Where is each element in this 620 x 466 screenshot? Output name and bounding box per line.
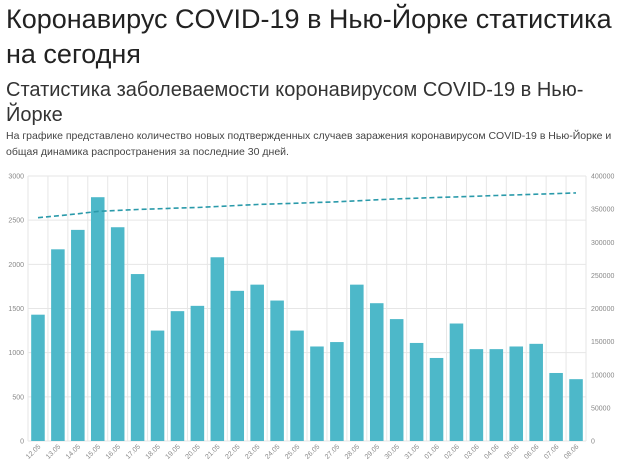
y-left-tick-label: 0 bbox=[20, 439, 24, 446]
x-tick-label: 23.05 bbox=[244, 443, 261, 460]
y-right-tick-label: 400000 bbox=[591, 174, 614, 181]
x-tick-label: 17.05 bbox=[125, 443, 142, 460]
x-tick-label: 18.05 bbox=[145, 443, 162, 460]
bar bbox=[509, 346, 524, 441]
bar bbox=[449, 323, 464, 441]
bar bbox=[369, 303, 384, 441]
bar bbox=[210, 257, 225, 441]
x-tick-label: 02.06 bbox=[444, 443, 461, 460]
bar bbox=[389, 319, 404, 441]
bar bbox=[230, 290, 245, 441]
x-tick-label: 08.06 bbox=[563, 443, 580, 460]
bar bbox=[90, 197, 105, 441]
x-tick-label: 05.06 bbox=[503, 443, 520, 460]
bar bbox=[429, 357, 444, 441]
x-tick-label: 21.05 bbox=[204, 443, 221, 460]
x-tick-label: 27.05 bbox=[324, 443, 341, 460]
y-right-tick-label: 0 bbox=[591, 439, 595, 446]
bar bbox=[71, 229, 85, 441]
bar bbox=[170, 311, 185, 441]
bar bbox=[469, 349, 484, 441]
x-tick-label: 20.05 bbox=[184, 443, 201, 460]
x-tick-label: 19.05 bbox=[165, 443, 182, 460]
y-right-tick-label: 300000 bbox=[591, 240, 614, 247]
x-tick-label: 07.06 bbox=[543, 443, 560, 460]
bar bbox=[489, 349, 504, 441]
x-tick-label: 25.05 bbox=[284, 443, 301, 460]
y-left-tick-label: 2500 bbox=[8, 218, 24, 225]
bar bbox=[150, 330, 165, 441]
page-title: Коронавирус COVID-19 в Нью-Йорке статист… bbox=[6, 4, 612, 69]
x-tick-label: 28.05 bbox=[344, 443, 361, 460]
x-tick-label: 06.06 bbox=[523, 443, 540, 460]
y-left-tick-label: 1000 bbox=[8, 350, 24, 357]
bar bbox=[350, 284, 364, 441]
bar bbox=[409, 342, 424, 441]
x-tick-label: 22.05 bbox=[224, 443, 241, 460]
y-right-tick-label: 50000 bbox=[591, 405, 611, 412]
x-tick-label: 13.05 bbox=[45, 443, 62, 460]
x-tick-label: 31.05 bbox=[404, 443, 421, 460]
y-left-tick-label: 2000 bbox=[8, 262, 24, 269]
bar bbox=[330, 342, 344, 441]
x-tick-label: 12.05 bbox=[25, 443, 42, 460]
x-tick-label: 26.05 bbox=[304, 443, 321, 460]
x-tick-label: 16.05 bbox=[105, 443, 122, 460]
bar bbox=[110, 227, 125, 441]
bar bbox=[310, 346, 324, 441]
y-right-tick-label: 100000 bbox=[591, 372, 614, 379]
new-cases-chart: 0 500 1000 1500 2000 2500 3000 0 50000 100000 1500… bbox=[8, 174, 614, 461]
x-tick-label: 24.05 bbox=[264, 443, 281, 460]
x-tick-label: 29.05 bbox=[364, 443, 381, 460]
x-tick-label: 15.05 bbox=[85, 443, 102, 460]
y-left-tick-label: 1500 bbox=[8, 306, 24, 313]
cumulative-cases-line bbox=[37, 192, 577, 219]
y-right-tick-label: 250000 bbox=[591, 273, 614, 280]
x-tick-label: 01.06 bbox=[424, 443, 441, 460]
bar bbox=[250, 284, 264, 441]
x-tick-label: 30.05 bbox=[384, 443, 401, 460]
y-left-tick-label: 3000 bbox=[8, 174, 24, 181]
bar bbox=[190, 305, 205, 441]
y-right-tick-label: 350000 bbox=[591, 207, 614, 214]
bar bbox=[270, 300, 284, 441]
x-tick-label: 03.06 bbox=[463, 443, 480, 460]
bar bbox=[549, 372, 563, 441]
bar bbox=[529, 343, 543, 441]
bar bbox=[130, 274, 145, 441]
bar bbox=[51, 249, 65, 441]
chart-heading: Статистика заболеваемости коронавирусом … bbox=[6, 79, 584, 126]
bar bbox=[569, 379, 583, 441]
x-tick-label: 04.06 bbox=[483, 443, 500, 460]
bar bbox=[290, 330, 304, 441]
x-tick-label: 14.05 bbox=[65, 443, 82, 460]
bar bbox=[31, 314, 45, 441]
y-right-tick-label: 150000 bbox=[591, 339, 614, 346]
y-left-tick-label: 500 bbox=[12, 394, 24, 401]
chart-description: На графике представлено количество новых… bbox=[6, 130, 612, 158]
y-right-tick-label: 200000 bbox=[591, 306, 614, 313]
